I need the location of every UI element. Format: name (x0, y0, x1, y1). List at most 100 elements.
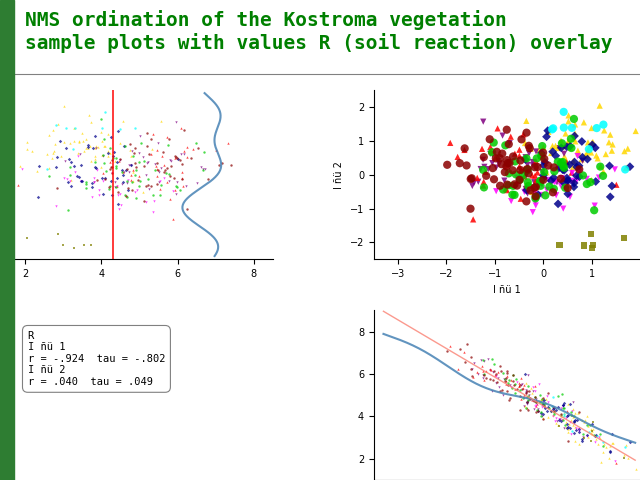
Point (144, 185, 154, 193)
Point (530, 394, 540, 401)
Point (170, 154, 180, 161)
Point (566, 411, 576, 419)
Point (572, 163, 582, 171)
Point (541, 395, 552, 403)
Point (461, 162, 472, 169)
Point (502, 369, 512, 376)
Point (503, 379, 513, 387)
Point (537, 399, 547, 407)
Point (81, 135, 91, 143)
Point (500, 185, 511, 192)
Point (73, 152, 83, 160)
Point (477, 362, 487, 370)
Point (51, 163, 61, 170)
Point (543, 397, 554, 405)
Point (93, 144, 103, 151)
Point (531, 403, 541, 410)
Point (543, 404, 553, 411)
Point (559, 142, 570, 150)
Point (164, 170, 174, 178)
Point (177, 174, 187, 182)
Point (79, 147, 89, 155)
Point (483, 355, 493, 363)
Point (147, 145, 157, 153)
Point (164, 135, 174, 143)
Point (584, 145, 594, 153)
Point (138, 153, 148, 161)
Point (126, 152, 136, 160)
Point (501, 163, 511, 170)
Point (556, 182, 566, 190)
Point (136, 140, 146, 147)
Point (572, 416, 582, 424)
Point (619, 234, 629, 242)
Point (591, 152, 602, 159)
Point (97, 137, 107, 144)
Point (126, 161, 136, 169)
Point (58, 102, 68, 109)
Point (586, 428, 596, 435)
Point (589, 206, 599, 214)
Point (105, 182, 115, 190)
Point (154, 168, 164, 176)
Point (522, 129, 532, 136)
Point (107, 169, 117, 177)
Point (111, 174, 122, 181)
Point (561, 418, 572, 426)
Point (546, 408, 556, 415)
Point (499, 375, 509, 383)
Point (572, 152, 582, 160)
Point (161, 169, 171, 177)
Point (33, 193, 44, 201)
Point (605, 448, 616, 456)
Point (587, 420, 597, 428)
Point (530, 382, 540, 389)
Point (508, 377, 518, 385)
Point (607, 141, 618, 148)
Point (485, 150, 495, 158)
Point (497, 367, 507, 375)
Point (548, 407, 559, 415)
Point (152, 172, 162, 180)
Point (557, 401, 568, 409)
Point (541, 186, 552, 194)
Point (567, 427, 577, 435)
Point (529, 405, 540, 412)
Point (563, 400, 573, 408)
Point (128, 168, 138, 176)
Point (108, 155, 118, 162)
Point (550, 179, 560, 186)
Point (476, 356, 486, 363)
Point (563, 424, 573, 432)
Point (569, 418, 579, 426)
Point (591, 435, 602, 443)
Point (156, 181, 166, 189)
Point (520, 185, 531, 193)
Point (479, 183, 489, 191)
Point (522, 405, 532, 412)
Point (582, 412, 592, 420)
Point (115, 156, 125, 164)
Point (583, 139, 593, 146)
Point (534, 397, 544, 405)
Point (530, 163, 540, 171)
Point (116, 180, 127, 188)
Point (89, 179, 99, 186)
Point (516, 385, 527, 393)
Point (472, 368, 483, 375)
Point (478, 156, 488, 164)
Point (152, 165, 162, 172)
Point (159, 168, 170, 176)
Point (128, 166, 138, 174)
Point (544, 404, 554, 412)
Point (52, 120, 63, 128)
Point (570, 437, 580, 444)
Point (466, 353, 476, 361)
Point (595, 430, 605, 438)
X-axis label: I ñü 1: I ñü 1 (493, 285, 521, 295)
Point (118, 172, 129, 180)
Point (574, 168, 584, 176)
Point (566, 412, 577, 420)
Point (214, 161, 224, 168)
Point (131, 194, 141, 202)
